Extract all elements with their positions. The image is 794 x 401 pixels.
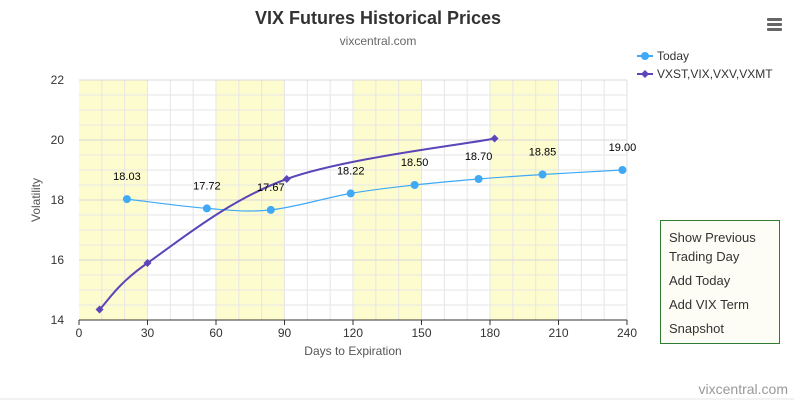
add-vix-term-link[interactable]: Add VIX Term	[669, 297, 749, 312]
y-tick-label: 20	[51, 133, 65, 147]
add-today-link[interactable]: Add Today	[669, 273, 731, 288]
point-today-6[interactable]	[538, 170, 547, 179]
snapshot-link[interactable]: Snapshot	[669, 321, 724, 336]
x-tick-label: 90	[278, 326, 292, 340]
data-label-today-2: 17.67	[257, 182, 285, 194]
point-today-4[interactable]	[410, 181, 419, 189]
legend-item-today[interactable]: Today	[637, 49, 689, 63]
x-axis-title: Days to Expiration	[304, 344, 401, 358]
data-label-today-6: 18.85	[529, 147, 557, 159]
x-tick-label: 210	[548, 326, 568, 340]
point-today-2[interactable]	[266, 205, 275, 214]
menu-bar-3	[766, 28, 782, 31]
point-today-5[interactable]	[474, 175, 483, 183]
y-tick-label: 16	[51, 253, 65, 267]
menu-bar-2	[766, 23, 782, 26]
hamburger-menu-icon[interactable]	[762, 14, 786, 36]
x-tick-label: 0	[76, 326, 83, 340]
point-today-0[interactable]	[122, 195, 131, 204]
data-label-today-7: 19.00	[609, 142, 637, 154]
legend-label-term: VXST,VIX,VXV,VXMT	[657, 67, 773, 81]
data-label-today-4: 18.50	[401, 157, 429, 169]
x-tick-label: 240	[617, 326, 637, 340]
legend-item-term[interactable]: VXST,VIX,VXV,VXMT	[637, 67, 773, 81]
x-tick-label: 180	[480, 326, 500, 340]
menu-bar-1	[766, 18, 782, 21]
show-previous-trading-day-link[interactable]: Show Previous Trading Day	[669, 230, 756, 264]
y-tick-label: 18	[51, 193, 65, 207]
point-today-7[interactable]	[618, 166, 627, 174]
series-line-0	[126, 169, 623, 212]
legend-marker-today	[641, 52, 649, 60]
data-label-today-1: 17.72	[193, 180, 221, 192]
point-term-2[interactable]	[282, 175, 291, 183]
x-tick-label: 30	[141, 326, 155, 340]
legend-label-today: Today	[657, 49, 689, 63]
point-term-1[interactable]	[143, 259, 152, 267]
data-label-today-3: 18.22	[337, 165, 365, 177]
series-line-1	[98, 137, 495, 311]
data-label-today-0: 18.03	[113, 171, 141, 183]
legend-marker-term	[641, 70, 649, 78]
point-today-3[interactable]	[346, 189, 355, 198]
credit-text[interactable]: vixcentral.com	[699, 381, 788, 397]
y-tick-label: 22	[51, 73, 65, 87]
x-tick-label: 60	[209, 326, 223, 340]
chart-subtitle: vixcentral.com	[340, 34, 417, 48]
point-today-1[interactable]	[202, 204, 211, 213]
point-term-3[interactable]	[490, 134, 499, 143]
chart-title: VIX Futures Historical Prices	[255, 8, 501, 28]
data-label-today-5: 18.70	[465, 151, 493, 163]
point-term-0[interactable]	[95, 305, 104, 314]
x-tick-label: 120	[343, 326, 363, 340]
y-tick-label: 14	[51, 313, 65, 327]
legend: Today VXST,VIX,VXV,VXMT	[637, 49, 773, 81]
options-panel: Show Previous Trading Day Add Today Add …	[660, 220, 780, 344]
x-tick-label: 150	[411, 326, 431, 340]
y-axis-title: Volatility	[29, 178, 43, 222]
